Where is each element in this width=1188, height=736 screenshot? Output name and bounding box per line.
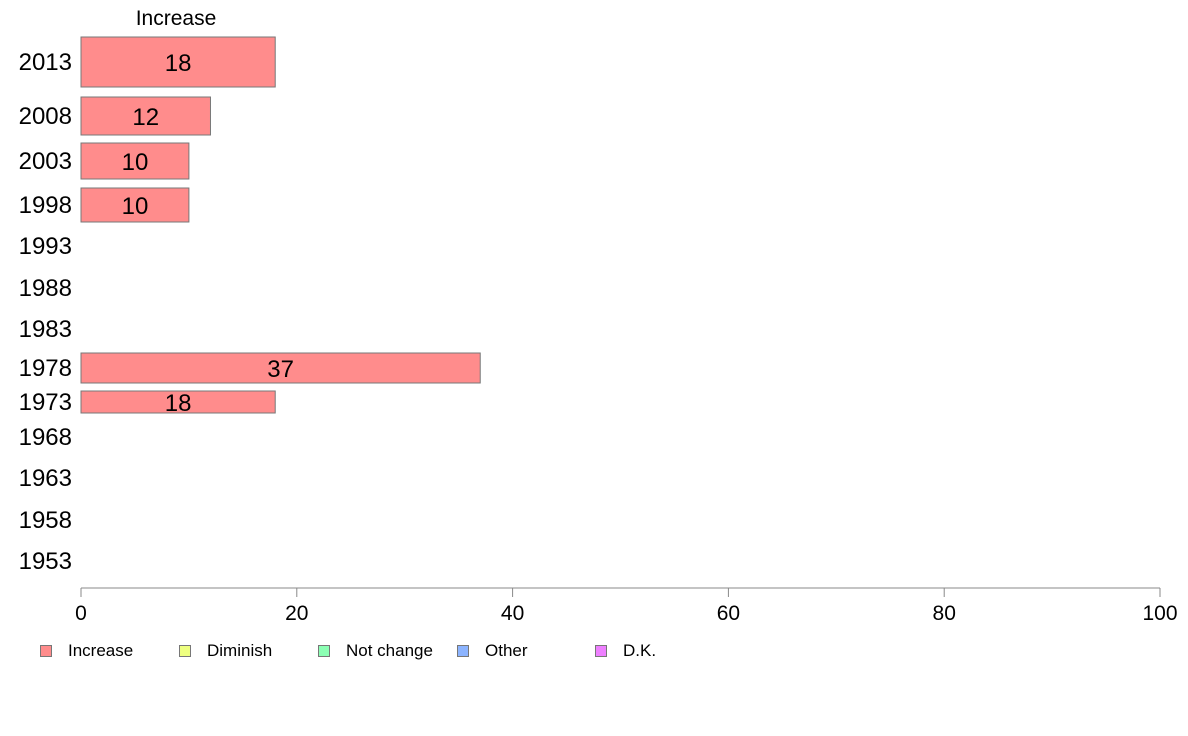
bar-value-label: 18 [165,50,192,77]
category-label: 1983 [19,316,72,343]
bar-value-label: 10 [122,193,149,220]
bar-increase [80,36,276,88]
legend-swatch-dk [595,645,607,657]
bar-value-label: 37 [267,356,294,383]
category-label: 2003 [19,148,72,175]
category-label: 1958 [19,507,72,534]
category-label: 1998 [19,192,72,219]
x-tick-label: 0 [75,602,87,625]
x-tick-label: 40 [501,602,524,625]
legend-swatch-not-change [318,645,330,657]
legend-label-not-change: Not change [346,641,433,660]
legend-label-other: Other [485,641,528,660]
bar-increase [80,390,276,414]
category-label: 1963 [19,465,72,492]
category-label: 2008 [19,103,72,130]
legend-item-other: Other [457,641,528,661]
bar-value-label: 18 [165,390,192,417]
legend-swatch-other [457,645,469,657]
x-tick-label: 20 [285,602,308,625]
bar-increase [80,187,190,223]
bar-value-label: 12 [132,104,159,131]
legend-item-dk: D.K. [595,641,656,661]
bar-value-label: 10 [122,149,149,176]
category-label: 1968 [19,424,72,451]
bar-increase [80,142,190,180]
legend-label-dk: D.K. [623,641,657,660]
chart-title: Increase [136,7,217,30]
legend-item-increase: Increase [40,641,133,661]
bar-increase [80,352,481,384]
category-label: 1953 [19,548,72,575]
bar-increase [80,96,211,136]
x-tick-label: 60 [717,602,740,625]
x-tick-label: 80 [933,602,956,625]
category-label: 2013 [19,49,72,76]
legend: Increase Diminish Not change Other D.K. [40,641,740,663]
category-label: 1973 [19,389,72,416]
legend-swatch-increase [40,645,52,657]
category-label: 1978 [19,355,72,382]
legend-label-diminish: Diminish [207,641,273,660]
legend-label-increase: Increase [68,641,134,660]
legend-item-diminish: Diminish [179,641,272,661]
x-tick-label: 100 [1142,602,1177,625]
legend-swatch-diminish [179,645,191,657]
legend-item-not-change: Not change [318,641,433,661]
category-label: 1988 [19,275,72,302]
category-label: 1993 [19,233,72,260]
